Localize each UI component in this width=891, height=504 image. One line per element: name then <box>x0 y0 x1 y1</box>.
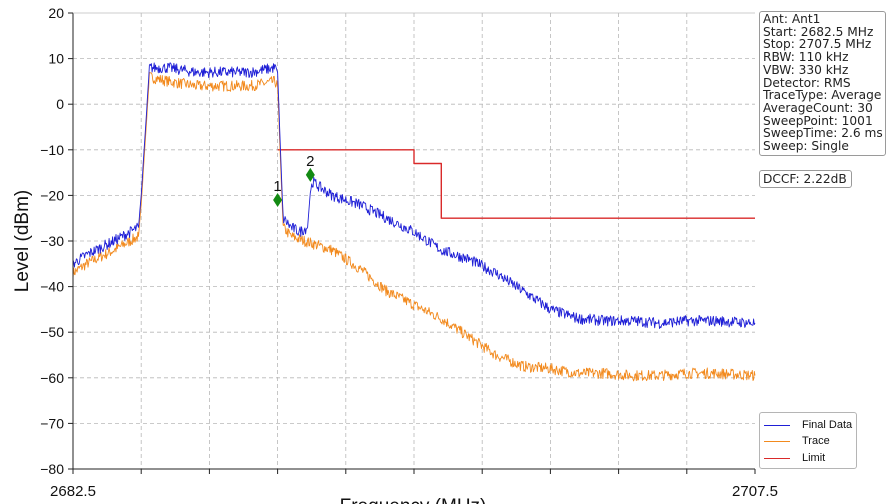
info-trace-type: TraceType: Average <box>763 88 882 103</box>
chart-legend: Final Data Trace Limit <box>759 412 857 469</box>
dccf-badge: DCCF: 2.22dB <box>759 170 852 188</box>
info-detector: Detector: RMS <box>763 75 851 90</box>
legend-label-limit: Limit <box>802 452 826 464</box>
y-tick-label: 0 <box>56 96 64 112</box>
info-vbw: VBW: 330 kHz <box>763 62 849 77</box>
y-tick-label: 10 <box>48 51 64 67</box>
marker-diamond-2 <box>305 167 315 182</box>
y-tick-label: −10 <box>40 142 64 158</box>
legend-item-trace: Trace <box>764 434 830 448</box>
series-line-trace <box>72 72 756 382</box>
y-tick-label: −80 <box>40 461 64 477</box>
info-sweep-time: SweepTime: 2.6 ms <box>763 126 883 141</box>
legend-swatch-trace <box>764 440 790 442</box>
x-axis-label: Frequency (MHz) <box>340 496 487 504</box>
y-tick-label: −20 <box>40 187 64 203</box>
legend-swatch-limit <box>764 457 790 459</box>
info-stop: Stop: 2707.5 MHz <box>763 37 872 52</box>
x-tick-label-stop: 2707.5 <box>732 483 778 500</box>
info-start: Start: 2682.5 MHz <box>763 24 874 39</box>
axis-layer: 20 10 0 −10 −20 −30 −40 −50 −60 −70 −80 2682.5 2707.… <box>40 5 778 500</box>
y-tick-label: −60 <box>40 370 64 386</box>
series-layer <box>72 62 756 382</box>
marker-layer: 12 <box>273 153 315 207</box>
grid-layer <box>73 13 755 469</box>
legend-label-trace: Trace <box>802 435 830 447</box>
legend-item-limit: Limit <box>764 451 825 465</box>
legend-item-final-data: Final Data <box>764 418 852 432</box>
marker-label-1: 1 <box>273 178 281 195</box>
info-sweep: Sweep: Single <box>763 139 849 154</box>
info-sweep-point: SweepPoint: 1001 <box>763 113 873 128</box>
info-antenna: Ant: Ant1 <box>763 12 821 26</box>
y-tick-label: 20 <box>48 5 64 21</box>
y-tick-label: −70 <box>40 415 64 431</box>
info-rbw: RBW: 110 kHz <box>763 50 849 65</box>
info-average-count: AverageCount: 30 <box>763 100 873 115</box>
marker-label-2: 2 <box>306 153 314 170</box>
y-tick-label: −50 <box>40 324 64 340</box>
y-tick-label: −40 <box>40 279 64 295</box>
marker-diamond-1 <box>273 192 283 207</box>
measurement-info-panel: Ant: Ant1 Start: 2682.5 MHz Stop: 2707.5… <box>759 11 886 156</box>
legend-label-final-data: Final Data <box>802 419 853 431</box>
y-axis-label: Level (dBm) <box>12 190 33 292</box>
series-line-limit <box>277 149 755 219</box>
y-tick-label: −30 <box>40 233 64 249</box>
legend-swatch-final-data <box>764 424 790 426</box>
series-line-final-data <box>72 62 756 329</box>
x-tick-label-start: 2682.5 <box>50 483 96 500</box>
